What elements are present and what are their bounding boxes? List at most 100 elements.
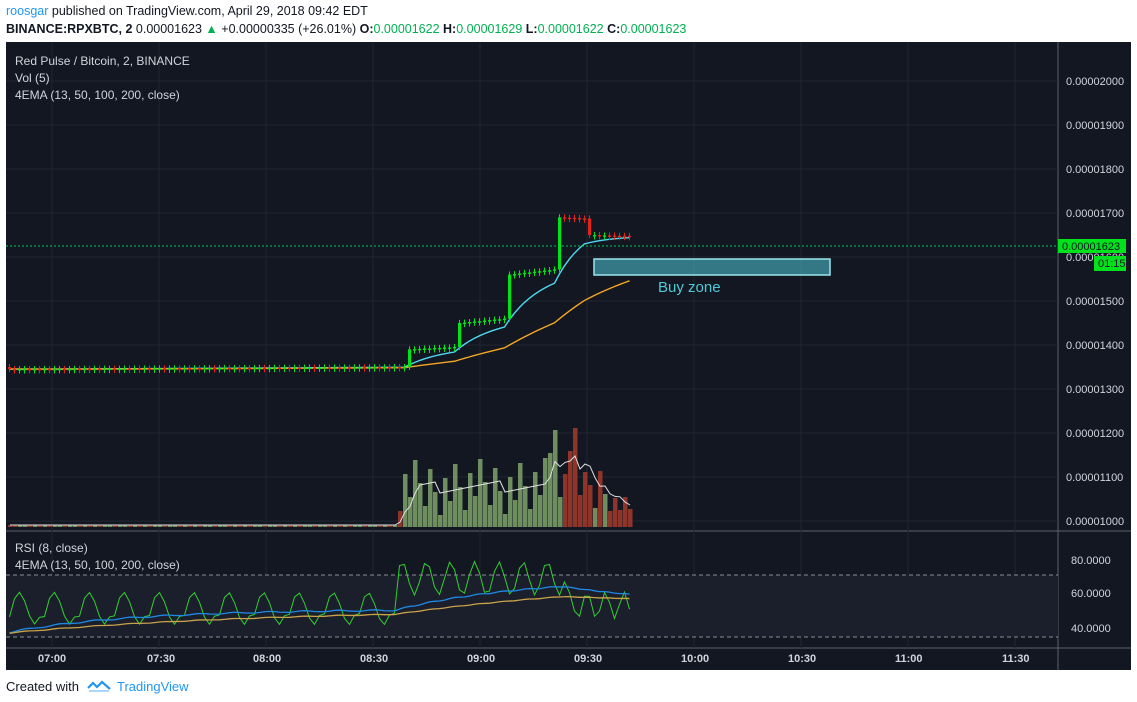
candle	[318, 367, 322, 370]
volume-bar	[113, 525, 118, 527]
volume-bar	[333, 525, 338, 527]
candle	[113, 368, 117, 371]
volume-bar	[128, 525, 133, 527]
candle	[198, 368, 202, 370]
author-link[interactable]: roosgar	[6, 4, 49, 18]
candle	[8, 367, 12, 370]
volume-bar	[593, 508, 598, 527]
volume-bar	[358, 525, 363, 527]
price-tick: 0.00001400	[1066, 340, 1124, 352]
candle	[323, 367, 327, 369]
candle	[108, 368, 112, 371]
candle	[413, 349, 417, 351]
candle	[488, 320, 492, 322]
candle	[518, 273, 522, 275]
volume-bar	[163, 525, 168, 527]
candle	[368, 367, 372, 369]
candle	[138, 368, 142, 370]
candle	[403, 367, 407, 369]
price-tag	[1058, 239, 1126, 253]
footer: Created with TradingView	[6, 676, 189, 696]
candle	[228, 367, 232, 370]
candle	[298, 367, 302, 370]
volume-bar	[438, 515, 443, 527]
chart-title: Red Pulse / Bitcoin, 2, BINANCE	[15, 54, 190, 68]
volume-bar	[153, 525, 158, 527]
candle	[428, 348, 432, 350]
candle	[388, 367, 392, 369]
volume-bar	[248, 525, 253, 527]
chart-area[interactable]: Buy zone Red Pulse / Bitcoin, 2, BINANCE…	[6, 42, 1131, 670]
candle	[193, 368, 197, 370]
candle	[503, 318, 507, 321]
volume-bar	[378, 525, 383, 527]
open-value: 0.00001622	[373, 22, 440, 36]
candle	[23, 368, 27, 371]
volume-bar	[608, 511, 613, 527]
candle	[273, 367, 277, 370]
candle	[623, 235, 627, 238]
candle	[483, 320, 487, 323]
close-label: C:	[607, 22, 621, 36]
candle	[568, 217, 572, 220]
candle	[213, 368, 217, 370]
volume-bar	[443, 478, 448, 527]
candle	[453, 346, 457, 349]
candle	[478, 321, 482, 323]
tradingview-logo-icon	[87, 680, 111, 692]
volume-bar	[23, 525, 28, 527]
time-tick: 07:30	[147, 653, 175, 665]
volume-bar	[618, 510, 623, 527]
chart-svg[interactable]: Buy zone Red Pulse / Bitcoin, 2, BINANCE…	[6, 42, 1131, 670]
volume-bar	[78, 525, 83, 527]
volume-bar	[298, 525, 303, 527]
rsi-legend: RSI (8, close)	[15, 541, 88, 555]
candle	[353, 367, 357, 369]
candle	[33, 368, 37, 371]
buy-zone-box[interactable]	[593, 258, 831, 276]
volume-bar	[328, 525, 333, 527]
symbol: BINANCE:RPXBTC, 2	[6, 22, 133, 36]
candle	[343, 367, 347, 369]
candle	[43, 368, 47, 371]
volume-bar	[158, 525, 163, 527]
candle	[378, 367, 382, 369]
candle	[63, 368, 67, 371]
volume-bar	[183, 525, 188, 527]
candle	[508, 274, 512, 319]
volume-bar	[53, 525, 58, 527]
volume-bar	[533, 472, 538, 527]
candle	[153, 368, 157, 370]
volume-bar	[43, 525, 48, 527]
candle	[523, 272, 527, 275]
candle	[548, 270, 552, 272]
volume-bar	[243, 525, 248, 527]
volume-bar	[253, 525, 258, 527]
volume-bar	[488, 505, 493, 527]
candle	[233, 367, 237, 370]
candle	[258, 367, 262, 370]
open-label: O:	[359, 22, 374, 36]
candle	[163, 368, 167, 370]
candle	[408, 349, 412, 368]
volume-bar	[68, 525, 73, 527]
volume-bar	[588, 485, 593, 527]
rsi-ema-fast-line	[9, 586, 630, 634]
candle	[338, 367, 342, 369]
candle	[248, 367, 252, 370]
rsi-line	[9, 560, 630, 626]
time-tick: 08:30	[360, 653, 388, 665]
candle	[123, 368, 127, 370]
candle	[223, 367, 227, 370]
volume-bar	[528, 509, 533, 527]
tradingview-brand: TradingView	[116, 678, 189, 694]
volume-bar	[193, 525, 198, 527]
volume-bar	[518, 463, 523, 527]
candle	[183, 368, 187, 370]
volume-bar	[493, 468, 498, 527]
candle	[528, 272, 532, 274]
candle	[303, 367, 307, 370]
rsi-tick: 40.0000	[1071, 623, 1111, 635]
tradingview-link[interactable]: TradingView	[87, 679, 189, 694]
up-arrow-icon: ▲	[205, 22, 218, 36]
